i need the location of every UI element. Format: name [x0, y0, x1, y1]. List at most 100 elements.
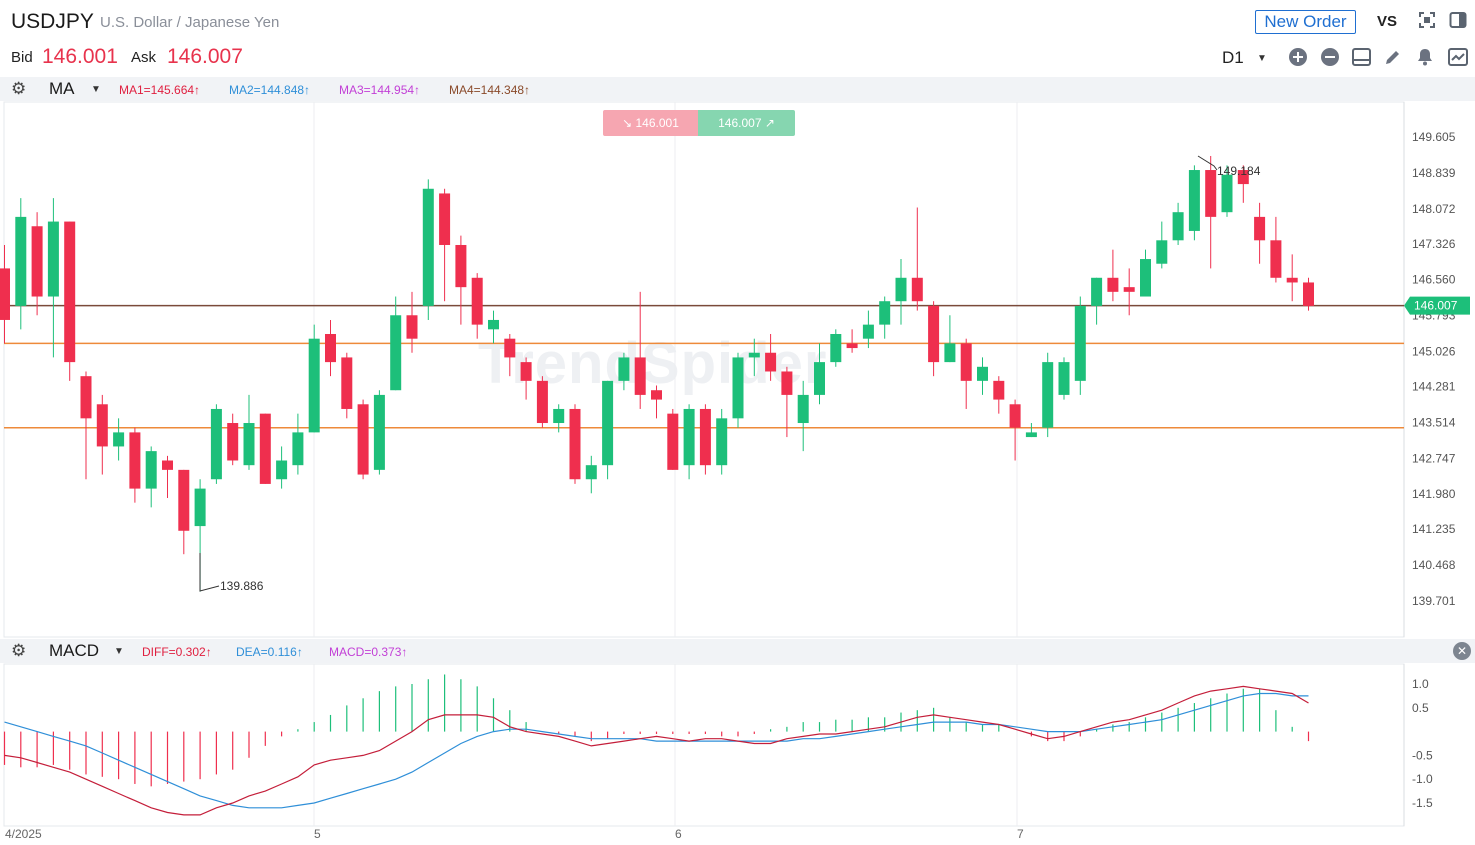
candle-body: [667, 413, 679, 470]
candle-body: [862, 324, 874, 339]
close-macd-icon[interactable]: ✕: [1453, 642, 1471, 660]
candle-body: [520, 362, 532, 381]
candle-body: [1221, 174, 1233, 213]
candle-body: [96, 404, 108, 447]
price-tick-label: 146.560: [1412, 273, 1456, 287]
zoom-out-icon[interactable]: [1320, 47, 1340, 67]
candle-body: [15, 216, 27, 306]
candle-body: [960, 343, 972, 381]
macd-tick-label: -0.5: [1412, 748, 1433, 762]
candle-body: [553, 408, 565, 424]
price-tick-label: 144.281: [1412, 379, 1456, 393]
candle-body: [194, 488, 206, 527]
candle-body: [1303, 282, 1314, 306]
candle-body: [765, 352, 777, 372]
candle-body: [683, 408, 695, 466]
candle-body: [569, 408, 581, 480]
ma-indicator-select[interactable]: MA: [49, 79, 75, 98]
price-tick-label: 149.605: [1412, 130, 1456, 144]
candle-body: [536, 380, 548, 424]
candle-body: [210, 408, 222, 480]
ma-settings-gear-icon[interactable]: ⚙: [11, 79, 27, 98]
candle-body: [977, 366, 988, 381]
macd-settings-gear-icon[interactable]: ⚙: [11, 641, 27, 660]
candle-body: [113, 432, 125, 447]
price-tick-label: 140.468: [1412, 558, 1456, 572]
candle-body: [1025, 432, 1037, 438]
macd-tick-label: -1.5: [1412, 796, 1433, 810]
candle-body: [308, 338, 320, 433]
candle-body: [64, 221, 76, 363]
candle-body: [797, 394, 809, 424]
ask-badge[interactable]: 146.007 ↗: [698, 110, 795, 136]
timeframe-select[interactable]: D1: [1222, 48, 1244, 67]
candle-body: [1074, 305, 1086, 381]
candle-body: [259, 413, 271, 484]
candle-body: [471, 277, 483, 325]
x-tick-label: 7: [1017, 827, 1024, 841]
high-annotation-line: [1197, 155, 1218, 171]
candle-body: [602, 380, 614, 466]
candle-body: [422, 188, 434, 306]
ma-chevron-down-icon[interactable]: ▼: [91, 84, 101, 95]
sidebar-toggle-icon[interactable]: [1447, 10, 1469, 32]
candle-body: [732, 357, 744, 419]
candle-body: [1156, 240, 1168, 264]
timeframe-chevron-down-icon[interactable]: ▼: [1257, 53, 1267, 64]
macd-diff-value: DIFF=0.302↑: [142, 645, 212, 659]
price-tick-label: 145.026: [1412, 345, 1456, 359]
new-order-button[interactable]: New Order: [1255, 10, 1356, 34]
low-annotation-label: 139.886: [220, 579, 264, 593]
candle-body: [1188, 170, 1200, 231]
macd-tick-label: 0.5: [1412, 701, 1429, 715]
candle-body: [651, 390, 662, 400]
ask-label: Ask: [131, 49, 157, 66]
candle-body: [911, 277, 923, 302]
candle-body: [178, 469, 190, 531]
candle-body: [276, 460, 288, 480]
layout-icon[interactable]: [1351, 47, 1373, 67]
alert-bell-icon[interactable]: [1415, 47, 1435, 67]
bid-badge[interactable]: ↘ 146.001: [603, 110, 698, 136]
candle-body: [47, 221, 59, 297]
candle-body: [227, 423, 239, 461]
macd-tick-label: -1.0: [1412, 772, 1433, 786]
candle-body: [814, 362, 825, 395]
chart-type-icon[interactable]: [1447, 47, 1469, 67]
candle-body: [944, 343, 956, 363]
symbol-name: U.S. Dollar / Japanese Yen: [100, 14, 280, 31]
compare-button[interactable]: VS: [1377, 13, 1398, 30]
macd-chevron-down-icon[interactable]: ▼: [114, 646, 124, 657]
macd-dea-line: [4, 692, 1309, 809]
x-tick-label: 6: [675, 827, 682, 841]
draw-pencil-icon[interactable]: [1383, 47, 1403, 67]
zoom-in-icon[interactable]: [1288, 47, 1308, 67]
candle-body: [1009, 404, 1021, 428]
low-annotation-line: [199, 553, 220, 592]
candle-body: [373, 394, 385, 470]
price-tick-label: 141.980: [1412, 487, 1456, 501]
macd-indicator-select[interactable]: MACD: [49, 641, 100, 660]
header: USDJPY U.S. Dollar / Japanese Yen Bid 14…: [0, 0, 1475, 76]
candle-body: [1058, 362, 1070, 395]
candle-body: [1140, 259, 1151, 297]
price-tick-label: 139.701: [1412, 594, 1456, 608]
candle-body: [716, 418, 728, 466]
fullscreen-icon[interactable]: [1416, 10, 1438, 32]
candle-body: [504, 338, 516, 358]
candle-body: [80, 376, 92, 419]
price-tick-label: 148.072: [1412, 202, 1456, 216]
bid-price: 146.001: [42, 45, 118, 68]
candle-body: [1091, 277, 1103, 306]
candle-body: [243, 423, 255, 466]
bid-label: Bid: [11, 49, 33, 66]
candle-body: [618, 357, 630, 381]
price-tick-label: 143.514: [1412, 415, 1456, 429]
candle-body: [895, 277, 907, 302]
high-annotation-label: 149.184: [1217, 164, 1261, 178]
candle-body: [488, 319, 499, 330]
candle-body: [846, 343, 858, 349]
price-tick-label: 148.839: [1412, 166, 1456, 180]
candle-body: [879, 301, 891, 325]
